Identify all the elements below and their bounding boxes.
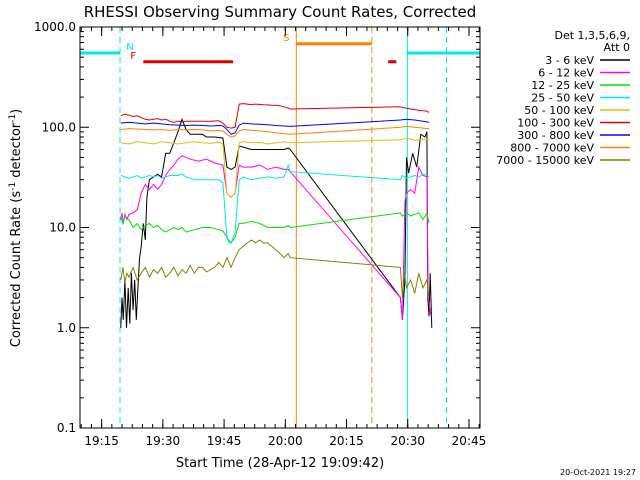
x-tick-label: 19:30 bbox=[146, 434, 181, 448]
series-7000-15000-kev bbox=[120, 239, 430, 298]
x-tick-label: 20:30 bbox=[390, 434, 425, 448]
legend-label-3-6-kev: 3 - 6 keV bbox=[545, 54, 594, 67]
y-tick-label: 10.0 bbox=[49, 221, 76, 235]
y-axis-label: Corrected Count Rate (s-1 detector-1) bbox=[8, 109, 24, 347]
y-tick-label: 1.0 bbox=[57, 321, 76, 335]
legend-label-100-300-kev: 100 - 300 keV bbox=[517, 117, 594, 130]
x-tick-label: 19:15 bbox=[84, 434, 119, 448]
night-flag-label: N bbox=[126, 42, 133, 53]
axes-layer: 0.1 1.0 10.0 100.0 1000.0 19:15 19:30 19:45 20:0… bbox=[34, 20, 486, 448]
y-tick-label: 100.0 bbox=[42, 120, 76, 134]
flare-flag-label: F bbox=[130, 51, 136, 62]
series-6-12-kev bbox=[120, 155, 432, 320]
legend-label-300-800-kev: 300 - 800 keV bbox=[517, 129, 594, 142]
x-tick-label: 19:45 bbox=[207, 434, 242, 448]
series-25-50-kev bbox=[120, 163, 430, 244]
series-layer bbox=[120, 103, 433, 328]
legend-header-detectors: Det 1,3,5,6,9, bbox=[554, 29, 630, 42]
series-12-25-kev bbox=[120, 211, 430, 244]
y-tick-label: 1000.0 bbox=[34, 20, 76, 34]
legend-label-6-12-kev: 6 - 12 keV bbox=[538, 67, 594, 80]
x-axis-label: Start Time (28-Apr-12 19:09:42) bbox=[176, 456, 384, 471]
y-tick-label: 0.1 bbox=[57, 421, 76, 435]
footer-date: 20-Oct-2021 19:27 bbox=[560, 468, 636, 477]
series-800-7000-kev bbox=[120, 125, 430, 138]
x-tick-label: 20:00 bbox=[268, 434, 303, 448]
chart-title: RHESSI Observing Summary Count Rates, Co… bbox=[84, 3, 477, 21]
x-tick-label: 20:15 bbox=[329, 434, 364, 448]
saa-flag-label: S bbox=[283, 33, 289, 44]
legend-label-800-7000-kev: 800 - 7000 keV bbox=[510, 142, 594, 155]
legend-label-25-50-kev: 25 - 50 keV bbox=[531, 92, 594, 105]
series-300-800-kev bbox=[120, 118, 430, 135]
legend-label-7000-15000-kev: 7000 - 15000 keV bbox=[496, 154, 594, 167]
legend-label-12-25-kev: 12 - 25 keV bbox=[531, 79, 594, 92]
legend-header-attenuator: Att 0 bbox=[604, 41, 630, 54]
series-50-100-kev bbox=[120, 137, 430, 199]
series-100-300-kev bbox=[120, 103, 430, 129]
x-tick-label: 20:45 bbox=[452, 434, 487, 448]
legend-label-50-100-kev: 50 - 100 keV bbox=[524, 104, 594, 117]
series-3-6-kev bbox=[120, 117, 433, 328]
